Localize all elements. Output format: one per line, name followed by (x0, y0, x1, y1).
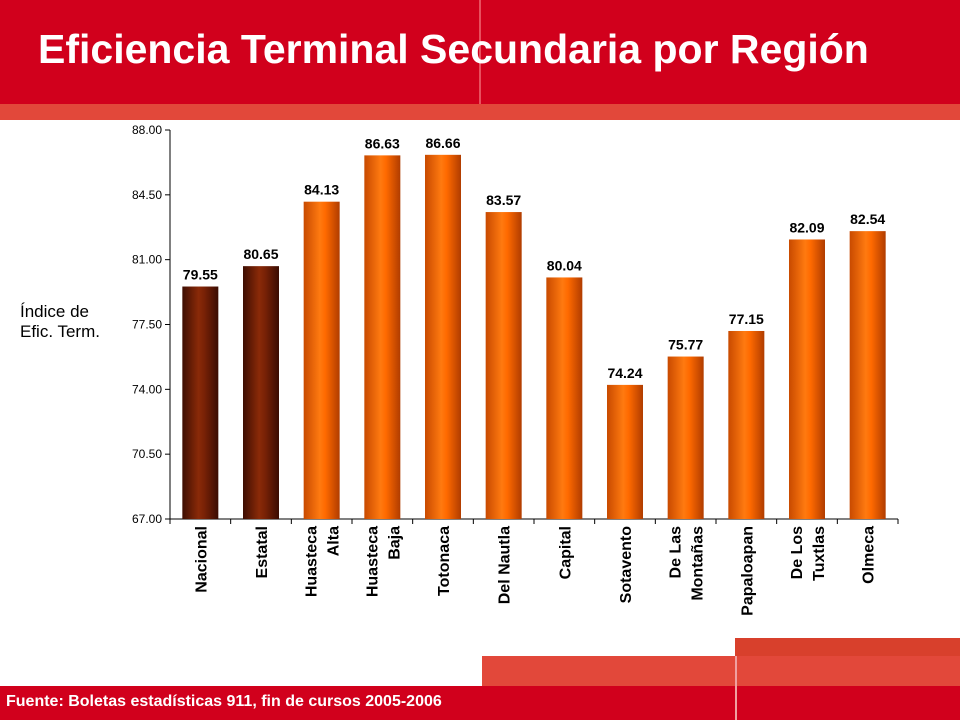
page-title: Eficiencia Terminal Secundaria por Regió… (38, 26, 869, 72)
bar (182, 286, 219, 519)
footer-accent-block-small (735, 638, 960, 656)
data-label: 77.15 (729, 311, 764, 327)
bar (243, 266, 279, 519)
category-label: Del Nautla (497, 526, 514, 604)
bar (607, 384, 643, 519)
y-axis-label-line-1: Índice de (20, 302, 89, 321)
bar (425, 154, 461, 519)
bar (849, 231, 886, 519)
bar (667, 356, 704, 519)
data-label: 83.57 (486, 192, 521, 208)
data-label: 80.04 (547, 257, 582, 273)
category-label: Nacional (193, 526, 210, 593)
bar (546, 277, 583, 519)
y-tick-label: 70.50 (132, 447, 162, 461)
category-label: Capital (557, 526, 574, 579)
y-tick-label: 81.00 (132, 253, 162, 267)
category-label: Sotavento (618, 526, 635, 604)
y-tick-label: 67.00 (132, 512, 162, 526)
bar (789, 239, 825, 519)
category-label: Montañas (690, 526, 707, 601)
bar (485, 212, 522, 519)
bar (728, 330, 765, 519)
category-label: De Los (789, 526, 806, 579)
data-label: 86.63 (365, 135, 400, 151)
y-axis-label-line-2: Efic. Term. (20, 322, 100, 341)
y-tick-label: 74.00 (132, 382, 162, 396)
data-label: 82.09 (789, 219, 824, 235)
category-label: Huasteca (364, 526, 381, 597)
header-accent-strip (0, 104, 960, 120)
category-label: Olmeca (861, 526, 878, 584)
category-label: Huasteca (304, 526, 321, 597)
y-tick-label: 84.50 (132, 188, 162, 202)
data-label: 80.65 (243, 246, 278, 262)
y-tick-label: 88.00 (132, 123, 162, 137)
footer-divider (735, 656, 737, 720)
category-label: Baja (386, 526, 403, 560)
category-label: Tuxtlas (811, 526, 828, 581)
footer-bar (0, 686, 960, 720)
bar (364, 155, 401, 519)
bar (303, 201, 340, 520)
header-divider (479, 0, 481, 120)
data-label: 86.66 (425, 135, 460, 151)
data-label: 82.54 (850, 211, 885, 227)
category-label: Totonaca (436, 526, 453, 596)
data-label: 75.77 (668, 337, 703, 353)
data-label: 74.24 (607, 365, 642, 381)
data-label: 79.55 (183, 267, 218, 283)
category-label: Papaloapan (739, 526, 756, 616)
source-note: Fuente: Boletas estadísticas 911, fin de… (6, 693, 442, 710)
y-tick-label: 77.50 (132, 318, 162, 332)
footer-accent-block (482, 656, 960, 686)
category-label: De Las (668, 526, 685, 579)
category-label: Estatal (254, 526, 271, 578)
y-axis-label: Índice de Efic. Term. (20, 302, 100, 342)
category-label: Alta (326, 526, 343, 556)
data-label: 84.13 (304, 182, 339, 198)
